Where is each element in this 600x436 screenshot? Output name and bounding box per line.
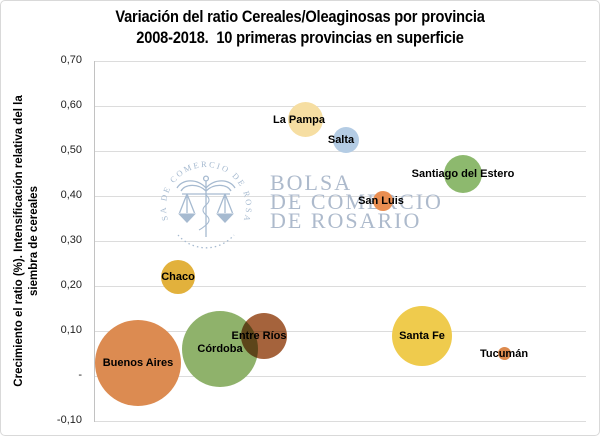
watermark-line2: DE COMERCIO <box>270 189 443 214</box>
watermark-wordmark: BOLSA DE COMERCIO DE ROSARIO <box>270 170 443 233</box>
gridline <box>94 105 586 107</box>
y-tick-label: 0,20 <box>60 279 82 291</box>
gridline <box>94 285 586 287</box>
gridline <box>94 330 586 332</box>
gridline <box>94 60 586 62</box>
chart-title-line1: Variación del ratio Cereales/Oleaginosas… <box>115 7 485 26</box>
gridline <box>94 240 586 242</box>
y-axis-line <box>94 61 95 422</box>
chart-title-line2: 2008-2018. 10 primeras provincias en sup… <box>136 28 464 47</box>
watermark-line1: BOLSA <box>270 170 353 195</box>
watermark-line3: DE ROSARIO <box>270 208 422 233</box>
y-tick-label: 0,40 <box>60 189 82 201</box>
gridline <box>94 375 586 377</box>
y-tick-label: -0,10 <box>56 414 82 426</box>
gridline <box>94 420 586 422</box>
y-tick-label: 0,50 <box>60 144 82 156</box>
y-tick-label: 0,70 <box>60 54 82 66</box>
y-tick-label: 0,30 <box>60 234 82 246</box>
y-tick-label: 0,60 <box>60 99 82 111</box>
gridline <box>94 195 586 197</box>
y-tick-label: 0,10 <box>60 324 82 336</box>
chart-title: Variación del ratio Cereales/Oleaginosas… <box>1 6 599 48</box>
bolsa-rosario-seal-icon: BOLSA DE COMERCIO DE ROSARIO <box>156 157 251 249</box>
y-tick-label: - <box>78 369 82 381</box>
